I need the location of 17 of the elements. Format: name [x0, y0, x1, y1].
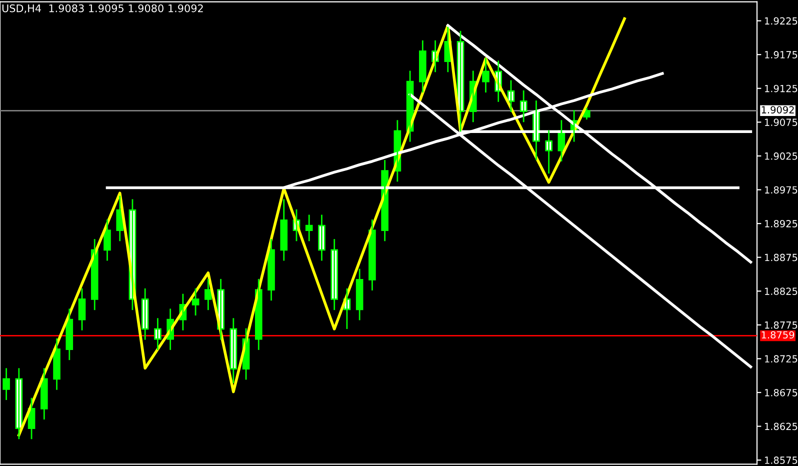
y-tick-label: 1.9125 — [765, 84, 798, 92]
y-tick-label: 1.8875 — [765, 254, 798, 262]
y-tick-label: 1.9075 — [765, 118, 798, 126]
y-tick-label: 1.9225 — [765, 17, 798, 25]
y-tick-label: 1.8825 — [765, 288, 798, 295]
ref-line-label: 1.8759 — [762, 331, 794, 339]
y-tick-label: 1.8975 — [765, 186, 798, 194]
y-tick-label: 1.8575 — [765, 456, 798, 464]
y-tick-label: 1.9175 — [765, 51, 798, 58]
y-tick-label: 1.9025 — [765, 152, 798, 160]
y-tick-label: 1.8725 — [765, 355, 798, 363]
chart-title: USD,H4 1.9083 1.9095 1.9080 1.9092 — [2, 4, 203, 14]
ref-line-label: 1.9092 — [762, 106, 794, 114]
y-tick-label: 1.8775 — [765, 321, 798, 329]
y-tick-label: 1.8625 — [765, 422, 798, 430]
y-tick-label: 1.8925 — [765, 220, 798, 228]
y-tick-label: 1.8675 — [765, 388, 798, 396]
